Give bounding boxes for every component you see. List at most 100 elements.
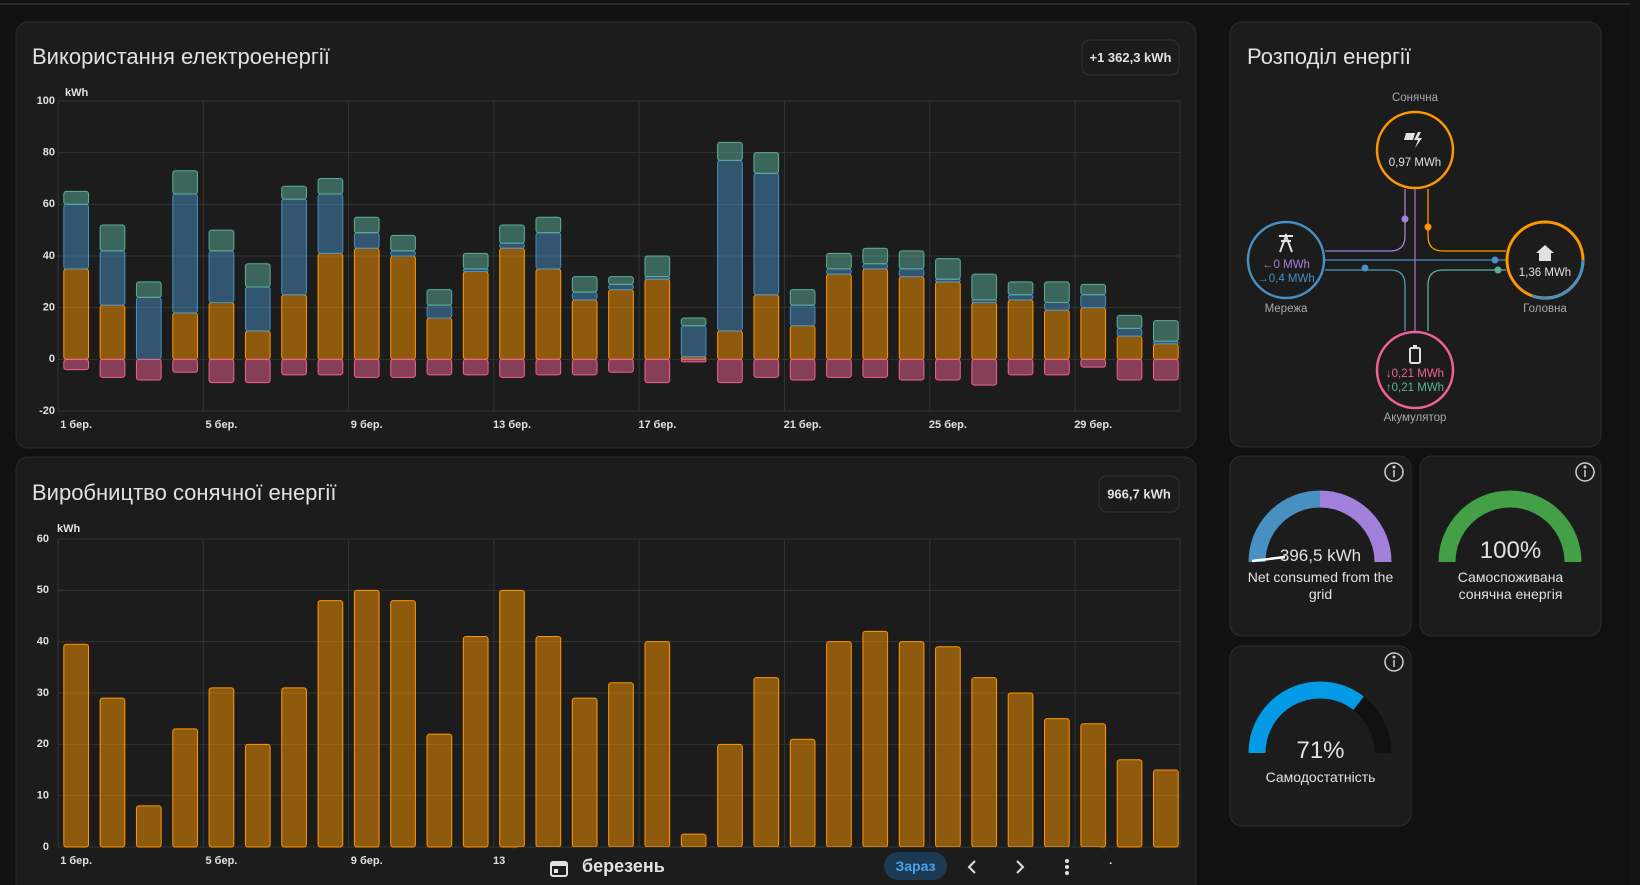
bar [863,359,888,377]
bar [754,173,779,294]
bar [972,303,997,360]
bar [500,243,525,248]
grid-in: ←0 MWh [1262,259,1310,271]
y-tick-label: 60 [37,533,49,545]
bar [790,326,815,360]
bar [681,326,706,357]
bar [718,359,743,382]
grid-label: Мережа [1265,303,1308,315]
battery-in: ↓0,21 MWh [1386,368,1444,380]
prev-button[interactable] [962,857,982,877]
gauge-label: Самоспоживана сонячна енергія [1420,569,1601,603]
bar [754,359,779,377]
solar-label: Сонячна [1392,92,1439,104]
next-button[interactable] [1010,857,1030,877]
solar-value: 0,97 MWh [1389,157,1441,169]
y-unit: kWh [57,523,81,535]
bar [754,678,779,847]
bar [100,698,125,847]
y-tick-label: 20 [37,738,49,750]
bar [572,292,597,300]
bar [681,834,706,847]
bar [245,287,270,331]
bar [463,253,488,269]
bar [427,290,452,306]
bar [899,277,924,360]
bar [827,269,852,274]
bar [354,590,379,847]
bar [209,688,234,847]
bar [100,359,125,377]
bar [136,297,161,359]
bar [463,637,488,847]
bar [282,359,307,375]
home-value: 1,36 MWh [1519,267,1571,279]
bar [863,248,888,264]
menu-button[interactable] [1057,857,1077,877]
bar [100,251,125,305]
bar [572,359,597,375]
total-badge-text: 966,7 kWh [1107,486,1171,501]
calendar-icon[interactable] [549,858,569,878]
bar [827,274,852,359]
bar [536,269,561,359]
bar [936,647,961,847]
x-tick-label: 29 бер. [1074,419,1112,431]
chart-title: Використання електроенергії [32,44,330,69]
x-tick-label: 13 бер. [493,419,531,431]
bar [790,290,815,306]
y-tick-label: 0 [43,841,49,853]
bar [391,251,416,256]
bar [245,359,270,382]
bar [354,233,379,249]
y-unit: kWh [65,87,89,99]
bar [463,272,488,360]
bar [64,269,89,359]
bar [1117,336,1142,359]
bar [899,359,924,380]
bar [282,688,307,847]
bar [100,225,125,251]
bar [318,253,343,359]
bar [754,295,779,360]
bar [427,734,452,847]
period-label: березень [582,856,665,877]
bar [173,171,198,194]
bar [1008,295,1033,300]
bar [609,290,634,360]
bar [863,264,888,269]
y-tick-label: 40 [43,250,55,262]
bar [718,331,743,359]
now-button[interactable]: Зараз [884,852,947,880]
period-toolbar: березень Зараз [509,847,1109,885]
bar [354,248,379,359]
bar [391,235,416,251]
bar [1008,359,1033,375]
bar [718,744,743,847]
bar [681,318,706,326]
bar [136,359,161,380]
bar [609,284,634,289]
bar [936,359,961,380]
bar [1045,310,1070,359]
bar [1045,282,1070,303]
chart-title: Виробництво сонячної енергії [32,480,336,505]
bar [500,359,525,377]
y-tick-label: 30 [37,687,49,699]
bar [318,359,343,375]
home-node [1507,222,1583,298]
bar [536,637,561,847]
y-tick-label: -20 [39,405,55,417]
bar [318,601,343,847]
bar [572,277,597,293]
bar [827,642,852,847]
bar [245,744,270,847]
bar [609,683,634,847]
bar [209,359,234,382]
bar [936,282,961,360]
bar [209,303,234,360]
y-tick-label: 20 [43,302,55,314]
bar [899,251,924,269]
bar [863,269,888,359]
